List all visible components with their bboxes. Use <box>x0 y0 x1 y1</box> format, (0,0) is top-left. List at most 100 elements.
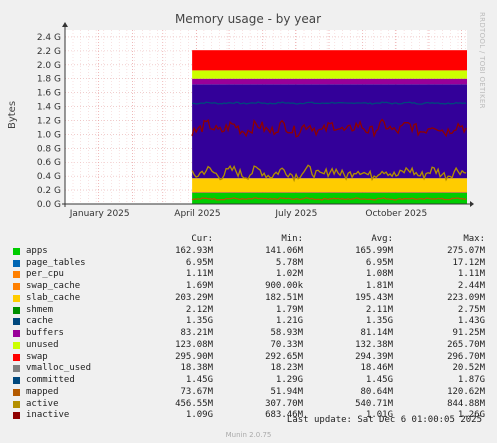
legend-name: unused <box>26 339 59 350</box>
legend-max: 275.07M <box>447 245 485 256</box>
x-tick-label: October 2025 <box>365 209 427 219</box>
legend-min: 70.33M <box>270 339 303 350</box>
legend-min: 1.21G <box>275 316 303 327</box>
legend-max: 1.26G <box>457 410 485 421</box>
y-tick-label: 0.8 G <box>37 144 61 154</box>
legend-max: 1.43G <box>457 316 485 327</box>
legend-avg: 165.99M <box>355 245 393 256</box>
line-mapped <box>191 197 467 201</box>
legend-max: 844.88M <box>447 398 485 409</box>
chart-title: Memory usage - by year <box>175 12 321 26</box>
legend-min: 1.29G <box>275 375 303 385</box>
legend-cur: 295.90M <box>175 351 213 362</box>
legend-swatch <box>13 259 20 267</box>
legend-avg: 1.45G <box>365 375 393 385</box>
legend-min: 141.06M <box>265 245 303 256</box>
legend-cur: 1.35G <box>185 316 213 327</box>
legend-max: 91.25M <box>452 328 485 338</box>
legend-avg: 1.81M <box>365 281 393 291</box>
legend-name: page_tables <box>26 257 86 268</box>
legend-row: active 456.55M 307.70M 540.71M 844.88M <box>13 399 493 411</box>
legend-min: 18.23M <box>270 363 303 374</box>
legend-header: Cur: Min: Avg: Max: <box>13 234 493 246</box>
legend-row: shmem 2.12M 1.79M 2.11M 2.75M <box>13 305 493 317</box>
legend-avg: 18.46M <box>360 363 393 374</box>
legend-avg: 80.64M <box>360 386 393 397</box>
x-tick-label: July 2025 <box>274 209 317 219</box>
y-axis-label: Bytes <box>7 101 18 129</box>
legend-min: 1.79M <box>275 304 303 315</box>
legend-cur: 1.69M <box>185 281 213 291</box>
legend-cur: 1.09G <box>185 410 213 421</box>
legend-name: buffers <box>26 328 64 338</box>
x-tick-label: January 2025 <box>69 209 130 219</box>
rrdtool-side-label: RRDTOOL / TOBI OETIKER <box>478 12 486 109</box>
band-buffers <box>192 78 468 85</box>
legend-swatch <box>13 353 20 361</box>
legend-row: page_tables 6.95M 5.78M 6.95M 17.12M <box>13 258 493 270</box>
legend-row: committed 1.45G 1.29G 1.45G 1.87G <box>13 375 493 387</box>
legend-name: swap_cache <box>26 281 81 291</box>
legend-row: buffers 83.21M 58.93M 81.14M 91.25M <box>13 328 493 340</box>
legend-avg: 6.95M <box>365 257 393 268</box>
y-axis-arrow <box>62 22 68 27</box>
legend-cur: 123.08M <box>175 339 213 350</box>
legend-avg: 540.71M <box>355 398 393 409</box>
legend-avg: 1.01G <box>365 410 393 421</box>
band-slab_cache <box>192 178 468 193</box>
legend-row: swap 295.90M 292.65M 294.39M 296.70M <box>13 352 493 364</box>
legend-max: 120.62M <box>447 386 485 397</box>
x-axis-arrow <box>470 201 474 207</box>
x-tick-labels: January 2025 April 2025 July 2025 October 2… <box>69 209 427 219</box>
line-active <box>191 164 467 183</box>
y-tick-label: 1.2 G <box>37 116 61 126</box>
legend-max: 265.70M <box>447 339 485 350</box>
legend-max: 2.44M <box>457 281 485 291</box>
legend-max: 1.87G <box>457 375 485 385</box>
stacked-bands <box>192 50 468 204</box>
legend-row: swap_cache 1.69M 900.00k 1.81M 2.44M <box>13 281 493 293</box>
y-tick-label: 1.4 G <box>37 103 61 113</box>
legend-cur: 73.67M <box>180 386 213 397</box>
legend-avg: 132.38M <box>355 339 393 350</box>
legend-name: committed <box>26 375 75 385</box>
legend-min: 58.93M <box>270 328 303 338</box>
y-tick-label: 0.6 G <box>37 158 61 168</box>
legend-name: apps <box>26 245 48 256</box>
legend-cur: 456.55M <box>175 398 213 409</box>
legend-row: vmalloc_used 18.38M 18.23M 18.46M 20.52M <box>13 363 493 375</box>
legend-swatch <box>13 294 20 302</box>
y-tick-label: 2.2 G <box>37 47 61 57</box>
legend-min: 307.70M <box>265 398 303 409</box>
legend-cur: 203.29M <box>175 292 213 303</box>
legend-name: active <box>26 398 59 409</box>
legend-cur: 83.21M <box>180 328 213 338</box>
legend-swatch <box>13 306 20 314</box>
legend-avg: 1.08M <box>365 269 393 280</box>
legend-avg: 81.14M <box>360 328 393 338</box>
legend-avg: 2.11M <box>365 304 393 315</box>
y-tick-label: 1.8 G <box>37 75 61 85</box>
legend-swatch <box>13 271 20 279</box>
y-tick-label: 1.6 G <box>37 89 61 99</box>
legend-max: 20.52M <box>452 363 485 374</box>
series-lines <box>191 101 467 201</box>
legend-min: 51.94M <box>270 386 303 397</box>
legend-row: unused 123.08M 70.33M 132.38M 265.70M <box>13 340 493 352</box>
legend-row: per_cpu 1.11M 1.02M 1.08M 1.11M <box>13 269 493 281</box>
legend-min: 292.65M <box>265 351 303 362</box>
legend-row: mapped 73.67M 51.94M 80.64M 120.62M <box>13 387 493 399</box>
line-committed <box>192 101 467 105</box>
y-tick-label: 0.2 G <box>37 186 61 196</box>
legend-swatch <box>13 388 20 396</box>
legend-avg: 1.35G <box>365 316 393 327</box>
band-unused <box>192 70 468 79</box>
legend-cur: 1.11M <box>185 269 213 280</box>
legend-min: 1.02M <box>275 269 303 280</box>
x-tick-label: April 2025 <box>174 209 220 219</box>
legend-name: swap <box>26 351 48 362</box>
legend-header-cur: Cur: <box>191 234 213 244</box>
legend-cur: 2.12M <box>185 304 213 315</box>
legend-row: cache 1.35G 1.21G 1.35G 1.43G <box>13 316 493 328</box>
legend-row: inactive 1.09G 683.46M 1.01G 1.26G <box>13 410 493 422</box>
